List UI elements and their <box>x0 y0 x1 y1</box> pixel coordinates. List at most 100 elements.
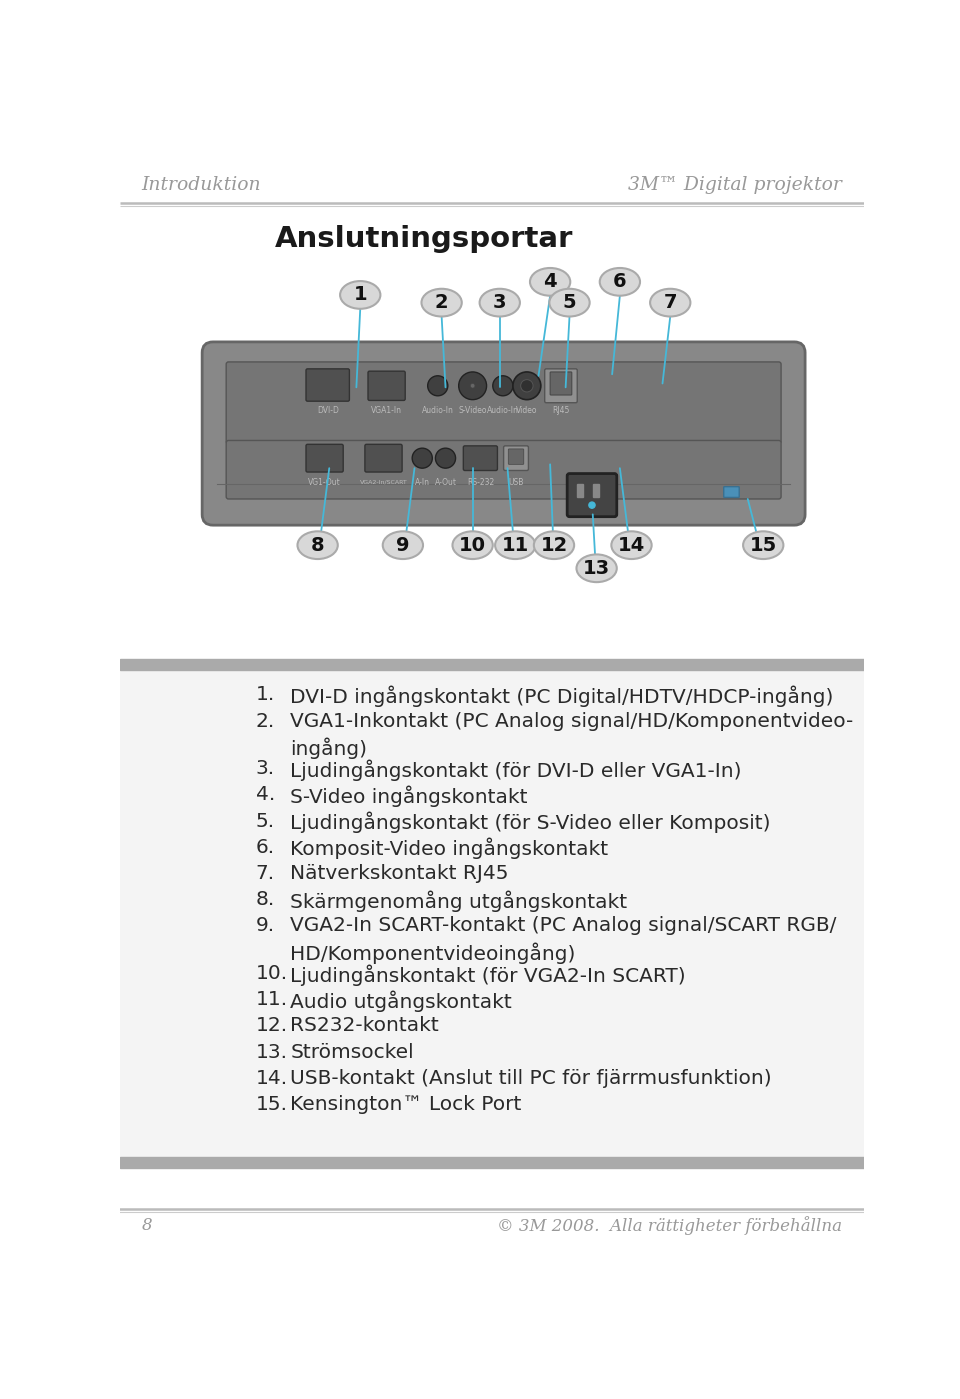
FancyBboxPatch shape <box>368 371 405 400</box>
Text: 2.: 2. <box>255 712 275 730</box>
Text: Komposit-Video ingångskontakt: Komposit-Video ingångskontakt <box>291 838 609 859</box>
Text: Video: Video <box>516 406 538 416</box>
Text: Skärmgenomång utgångskontakt: Skärmgenomång utgångskontakt <box>291 890 628 912</box>
Text: 10: 10 <box>459 536 486 554</box>
Text: 1: 1 <box>353 285 367 305</box>
FancyBboxPatch shape <box>227 441 781 499</box>
Text: 2: 2 <box>435 294 448 312</box>
Circle shape <box>520 379 533 392</box>
Text: Anslutningsportar: Anslutningsportar <box>275 225 573 253</box>
Text: Audio-In: Audio-In <box>487 406 518 416</box>
Text: 12: 12 <box>540 536 567 554</box>
Text: USB: USB <box>509 477 524 487</box>
Text: RS-232: RS-232 <box>467 477 494 487</box>
Bar <box>120 670 864 1157</box>
Text: VGA1-Inkontakt (PC Analog signal/HD/Komponentvideo-: VGA1-Inkontakt (PC Analog signal/HD/Komp… <box>291 712 853 730</box>
Text: 15.: 15. <box>255 1095 288 1114</box>
FancyBboxPatch shape <box>464 446 497 470</box>
Text: VG1-Out: VG1-Out <box>308 477 341 487</box>
Text: ingång): ingång) <box>291 737 368 760</box>
Text: 3: 3 <box>493 294 507 312</box>
FancyBboxPatch shape <box>227 362 781 443</box>
Circle shape <box>459 372 487 400</box>
Circle shape <box>436 448 456 469</box>
Text: 15: 15 <box>750 536 777 554</box>
Text: Kensington™ Lock Port: Kensington™ Lock Port <box>291 1095 522 1114</box>
Bar <box>577 484 584 498</box>
Ellipse shape <box>612 532 652 560</box>
Ellipse shape <box>298 532 338 560</box>
Text: Strömsockel: Strömsockel <box>291 1042 414 1062</box>
FancyBboxPatch shape <box>550 372 572 395</box>
Text: DVI-D ingångskontakt (PC Digital/HDTV/HDCP-ingång): DVI-D ingångskontakt (PC Digital/HDTV/HD… <box>291 686 834 706</box>
Bar <box>120 659 864 670</box>
Text: Ljudingångskontakt (för DVI-D eller VGA1-In): Ljudingångskontakt (för DVI-D eller VGA1… <box>291 760 742 781</box>
Text: 14: 14 <box>618 536 645 554</box>
Text: 7.: 7. <box>255 865 275 883</box>
FancyBboxPatch shape <box>567 474 616 516</box>
Text: S-Video ingångskontakt: S-Video ingångskontakt <box>291 785 528 807</box>
Text: S-Video: S-Video <box>458 406 487 416</box>
Ellipse shape <box>600 269 640 295</box>
FancyBboxPatch shape <box>365 445 402 471</box>
Bar <box>120 1157 864 1168</box>
Text: A-Out: A-Out <box>435 477 457 487</box>
FancyBboxPatch shape <box>306 369 349 402</box>
Ellipse shape <box>421 288 462 316</box>
Bar <box>592 484 599 498</box>
Text: 12.: 12. <box>255 1017 288 1035</box>
Text: 13.: 13. <box>255 1042 288 1062</box>
Circle shape <box>588 502 595 508</box>
Text: 6: 6 <box>613 273 627 291</box>
Text: 13: 13 <box>583 558 611 578</box>
Text: 9: 9 <box>396 536 410 554</box>
Text: 3.: 3. <box>255 760 275 778</box>
Text: 8: 8 <box>142 1217 153 1234</box>
Circle shape <box>470 383 475 388</box>
Ellipse shape <box>650 288 690 316</box>
FancyBboxPatch shape <box>203 341 805 525</box>
Text: USB-kontakt (Anslut till PC för fjärrmusfunktion): USB-kontakt (Anslut till PC för fjärrmus… <box>291 1069 772 1088</box>
Text: 1.: 1. <box>255 686 275 704</box>
Ellipse shape <box>452 532 492 560</box>
Text: VGA2-In/SCART: VGA2-In/SCART <box>360 480 407 484</box>
Text: 9.: 9. <box>255 916 275 936</box>
Text: 3M™ Digital projektor: 3M™ Digital projektor <box>629 176 842 194</box>
Circle shape <box>513 372 540 400</box>
Ellipse shape <box>534 532 574 560</box>
FancyBboxPatch shape <box>724 487 739 498</box>
Ellipse shape <box>549 288 589 316</box>
Text: VGA2-In SCART-kontakt (PC Analog signal/SCART RGB/: VGA2-In SCART-kontakt (PC Analog signal/… <box>291 916 837 936</box>
Ellipse shape <box>576 554 616 582</box>
Text: 7: 7 <box>663 294 677 312</box>
Circle shape <box>427 376 447 396</box>
Text: Audio-In: Audio-In <box>421 406 454 416</box>
Ellipse shape <box>383 532 423 560</box>
Text: HD/Komponentvideoingång): HD/Komponentvideoingång) <box>291 943 576 964</box>
Text: 6.: 6. <box>255 838 275 856</box>
Text: 5.: 5. <box>255 811 275 831</box>
FancyBboxPatch shape <box>508 449 524 464</box>
Ellipse shape <box>495 532 536 560</box>
Text: 11: 11 <box>502 536 529 554</box>
Text: 4: 4 <box>543 273 557 291</box>
Ellipse shape <box>480 288 520 316</box>
Circle shape <box>492 376 513 396</box>
Text: Ljudingångskontakt (för S-Video eller Komposit): Ljudingångskontakt (för S-Video eller Ko… <box>291 811 771 832</box>
Text: © 3M 2008.  Alla rättigheter förbehållna: © 3M 2008. Alla rättigheter förbehållna <box>497 1216 842 1235</box>
FancyBboxPatch shape <box>504 446 528 470</box>
Ellipse shape <box>530 269 570 295</box>
Text: 11.: 11. <box>255 990 288 1009</box>
Text: 4.: 4. <box>255 785 275 804</box>
FancyBboxPatch shape <box>306 445 344 471</box>
Text: Audio utgångskontakt: Audio utgångskontakt <box>291 990 513 1011</box>
Ellipse shape <box>743 532 783 560</box>
Text: Nätverkskontakt RJ45: Nätverkskontakt RJ45 <box>291 865 509 883</box>
Ellipse shape <box>340 281 380 309</box>
FancyBboxPatch shape <box>544 369 577 403</box>
Text: A-In: A-In <box>415 477 430 487</box>
Text: VGA1-In: VGA1-In <box>372 406 402 416</box>
Text: Ljudingånskontakt (för VGA2-In SCART): Ljudingånskontakt (för VGA2-In SCART) <box>291 964 686 985</box>
Text: RJ45: RJ45 <box>552 406 569 416</box>
Text: RS232-kontakt: RS232-kontakt <box>291 1017 440 1035</box>
